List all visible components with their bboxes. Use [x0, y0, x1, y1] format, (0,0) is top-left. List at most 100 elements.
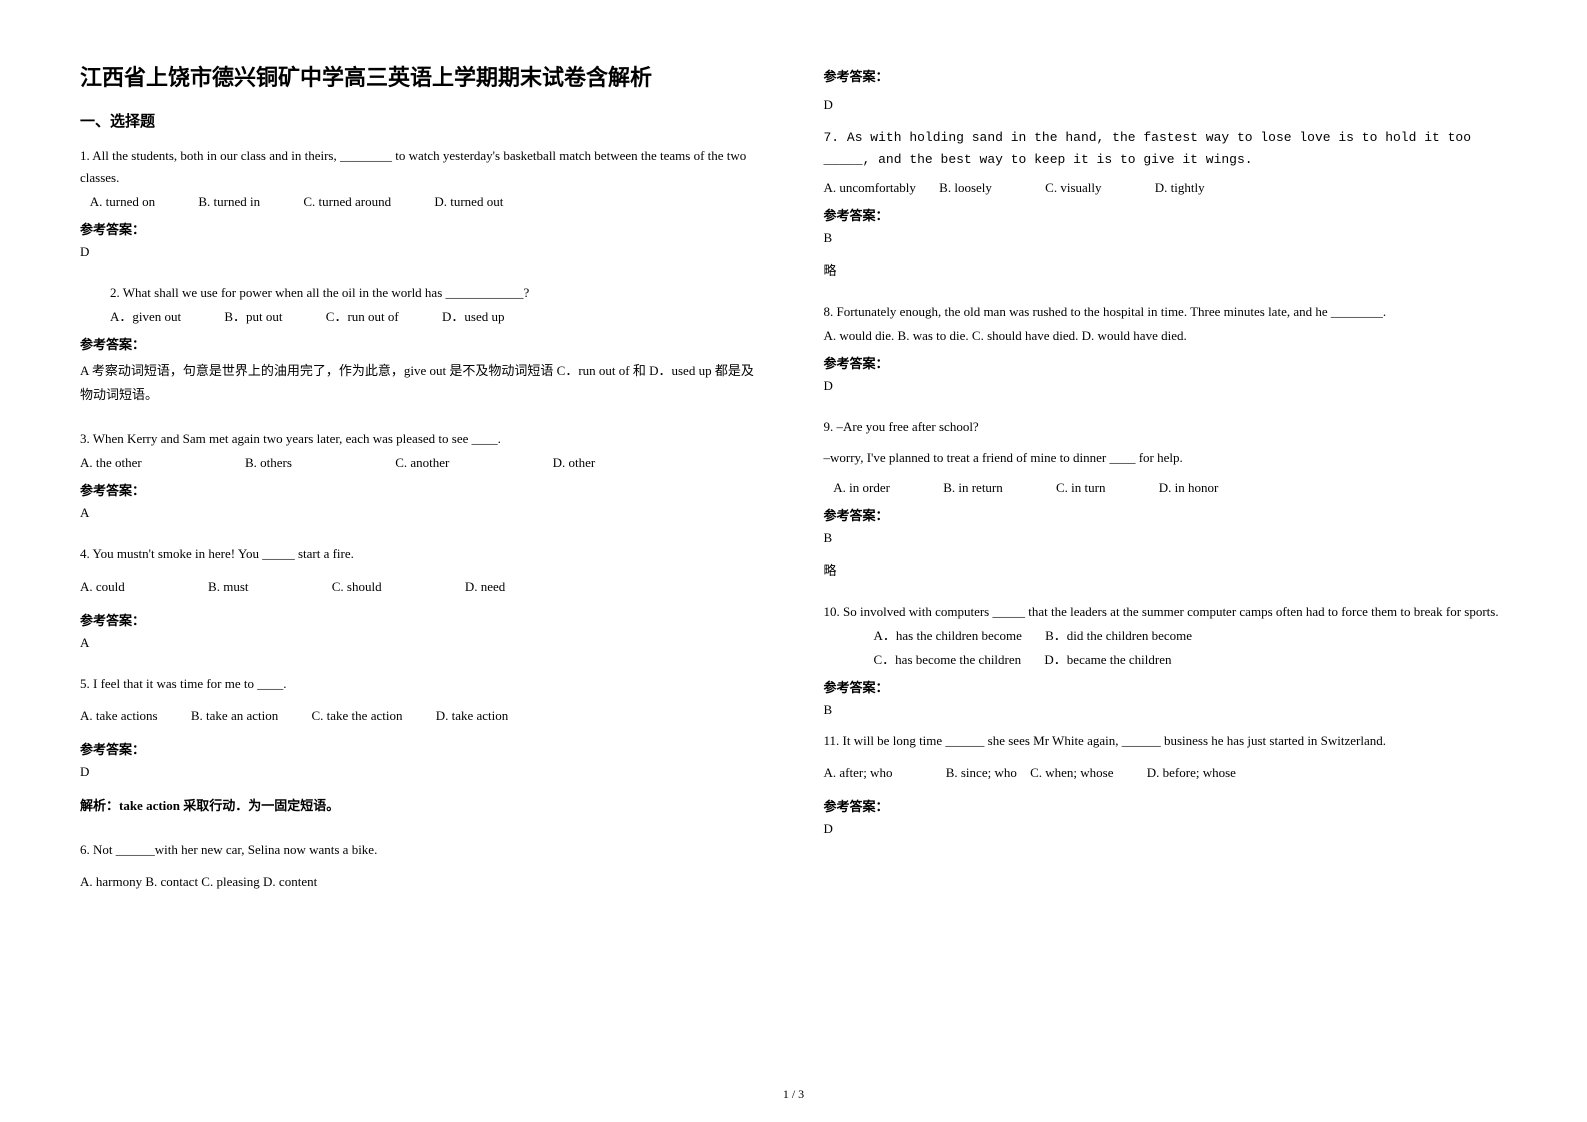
q11-answer-label: 参考答案：	[824, 796, 1508, 815]
q4-answer-label: 参考答案：	[80, 610, 764, 629]
q1-text: 1. All the students, both in our class a…	[80, 145, 764, 189]
q4-optC: C. should	[332, 576, 382, 598]
document-title: 江西省上饶市德兴铜矿中学高三英语上学期期末试卷含解析	[80, 60, 764, 92]
q1-answer-label: 参考答案：	[80, 219, 764, 238]
q8-options: A. would die. B. was to die. C. should h…	[824, 325, 1508, 347]
q5-optC: C. take the action	[311, 705, 402, 727]
q11-optC: C. when; whose	[1030, 762, 1113, 784]
q5-text: 5. I feel that it was time for me to ___…	[80, 673, 764, 695]
q11-optB: B. since; who	[946, 762, 1017, 784]
q9-optD: D. in honor	[1159, 477, 1219, 499]
question-5: 5. I feel that it was time for me to ___…	[80, 673, 764, 832]
question-2: 2. What shall we use for power when all …	[80, 282, 764, 420]
q9-text1: 9. –Are you free after school?	[824, 416, 1508, 438]
q3-optD: D. other	[553, 452, 596, 474]
q2-optD: D．used up	[442, 306, 504, 328]
q6-answer-label: 参考答案：	[824, 66, 1508, 85]
q10-answer-label: 参考答案：	[824, 677, 1508, 696]
q11-optA: A. after; who	[824, 762, 893, 784]
q4-answer: A	[80, 635, 764, 651]
q7-optA: A. uncomfortably	[824, 177, 916, 199]
q5-answer-label: 参考答案：	[80, 739, 764, 758]
q1-optB: B. turned in	[198, 191, 260, 213]
section-header: 一、选择题	[80, 110, 764, 131]
q2-options: A．given out B．put out C．run out of D．use…	[80, 306, 764, 328]
q9-optB: B. in return	[943, 477, 1003, 499]
q10-optA: A．has the children become	[874, 625, 1022, 647]
q10-optB: B．did the children become	[1045, 625, 1192, 647]
q9-options: A. in order B. in return C. in turn D. i…	[824, 477, 1508, 499]
q6-text: 6. Not ______with her new car, Selina no…	[80, 839, 764, 861]
q2-answer: A 考察动词短语，句意是世界上的油用完了，作为此意，give out 是不及物动…	[80, 359, 764, 406]
q10-optD: D．became the children	[1044, 649, 1171, 671]
question-3: 3. When Kerry and Sam met again two year…	[80, 428, 764, 535]
q6-answer: D	[824, 97, 1508, 113]
q7-optC: C. visually	[1045, 177, 1101, 199]
question-4: 4. You mustn't smoke in here! You _____ …	[80, 543, 764, 664]
q3-optB: B. others	[245, 452, 292, 474]
question-6: 6. Not ______with her new car, Selina no…	[80, 839, 764, 895]
q4-optD: D. need	[465, 576, 505, 598]
question-9: 9. –Are you free after school? –worry, I…	[824, 416, 1508, 592]
q11-optD: D. before; whose	[1147, 762, 1236, 784]
q9-optC: C. in turn	[1056, 477, 1105, 499]
q5-options: A. take actions B. take an action C. tak…	[80, 705, 764, 727]
q7-answer: B	[824, 230, 1508, 246]
right-column: 参考答案： D 7. As with holding sand in the h…	[824, 60, 1508, 903]
q11-text: 11. It will be long time ______ she sees…	[824, 728, 1508, 754]
q1-optC: C. turned around	[303, 191, 391, 213]
q5-optA: A. take actions	[80, 705, 158, 727]
q1-options: A. turned on B. turned in C. turned arou…	[80, 191, 764, 213]
q3-optA: A. the other	[80, 452, 142, 474]
q6-options: A. harmony B. contact C. pleasing D. con…	[80, 871, 764, 893]
q5-explanation: 解析：take action 采取行动．为一固定短语。	[80, 794, 764, 817]
explanation-bold: 解析：take action 采取行动．为一固定短语。	[80, 798, 339, 813]
q2-answer-label: 参考答案：	[80, 334, 764, 353]
q2-text: 2. What shall we use for power when all …	[80, 282, 764, 304]
left-column: 江西省上饶市德兴铜矿中学高三英语上学期期末试卷含解析 一、选择题 1. All …	[80, 60, 764, 903]
q1-answer: D	[80, 244, 764, 260]
q7-optD: D. tightly	[1155, 177, 1205, 199]
q2-optB: B．put out	[224, 306, 282, 328]
q4-text: 4. You mustn't smoke in here! You _____ …	[80, 543, 764, 565]
question-1: 1. All the students, both in our class a…	[80, 145, 764, 274]
q4-options: A. could B. must C. should D. need	[80, 576, 764, 598]
q7-note: 略	[824, 260, 1508, 279]
q3-optC: C. another	[395, 452, 449, 474]
q3-answer: A	[80, 505, 764, 521]
q3-text: 3. When Kerry and Sam met again two year…	[80, 428, 764, 450]
question-8: 8. Fortunately enough, the old man was r…	[824, 301, 1508, 408]
q7-text: 7. As with holding sand in the hand, the…	[824, 127, 1508, 171]
q10-text: 10. So involved with computers _____ tha…	[824, 601, 1508, 623]
q9-optA: A. in order	[833, 477, 890, 499]
q11-options: A. after; who B. since; who C. when; who…	[824, 762, 1508, 784]
q9-note: 略	[824, 560, 1508, 579]
q9-answer-label: 参考答案：	[824, 505, 1508, 524]
q10-answer: B	[824, 702, 1508, 718]
q9-answer: B	[824, 530, 1508, 546]
q5-optD: D. take action	[436, 705, 509, 727]
q5-answer: D	[80, 764, 764, 780]
q1-optD: D. turned out	[434, 191, 503, 213]
q7-options: A. uncomfortably B. loosely C. visually …	[824, 177, 1508, 199]
q2-optA: A．given out	[110, 306, 181, 328]
q3-options: A. the other B. others C. another D. oth…	[80, 452, 764, 474]
q9-text2: –worry, I've planned to treat a friend o…	[824, 447, 1508, 469]
q1-optA: A. turned on	[90, 191, 155, 213]
q8-text: 8. Fortunately enough, the old man was r…	[824, 301, 1508, 323]
q10-optC: C．has become the children	[874, 649, 1022, 671]
q11-answer: D	[824, 821, 1508, 837]
question-10: 10. So involved with computers _____ tha…	[824, 601, 1508, 720]
q8-answer: D	[824, 378, 1508, 394]
q8-answer-label: 参考答案：	[824, 353, 1508, 372]
q4-optB: B. must	[208, 576, 248, 598]
q4-optA: A. could	[80, 576, 125, 598]
page: 江西省上饶市德兴铜矿中学高三英语上学期期末试卷含解析 一、选择题 1. All …	[0, 0, 1587, 933]
q5-optB: B. take an action	[191, 705, 278, 727]
q10-options-row1: A．has the children become B．did the chil…	[824, 625, 1508, 647]
q7-answer-label: 参考答案：	[824, 205, 1508, 224]
q3-answer-label: 参考答案：	[80, 480, 764, 499]
q7-optB: B. loosely	[939, 177, 992, 199]
question-11: 11. It will be long time ______ she sees…	[824, 728, 1508, 851]
q2-optC: C．run out of	[326, 306, 399, 328]
